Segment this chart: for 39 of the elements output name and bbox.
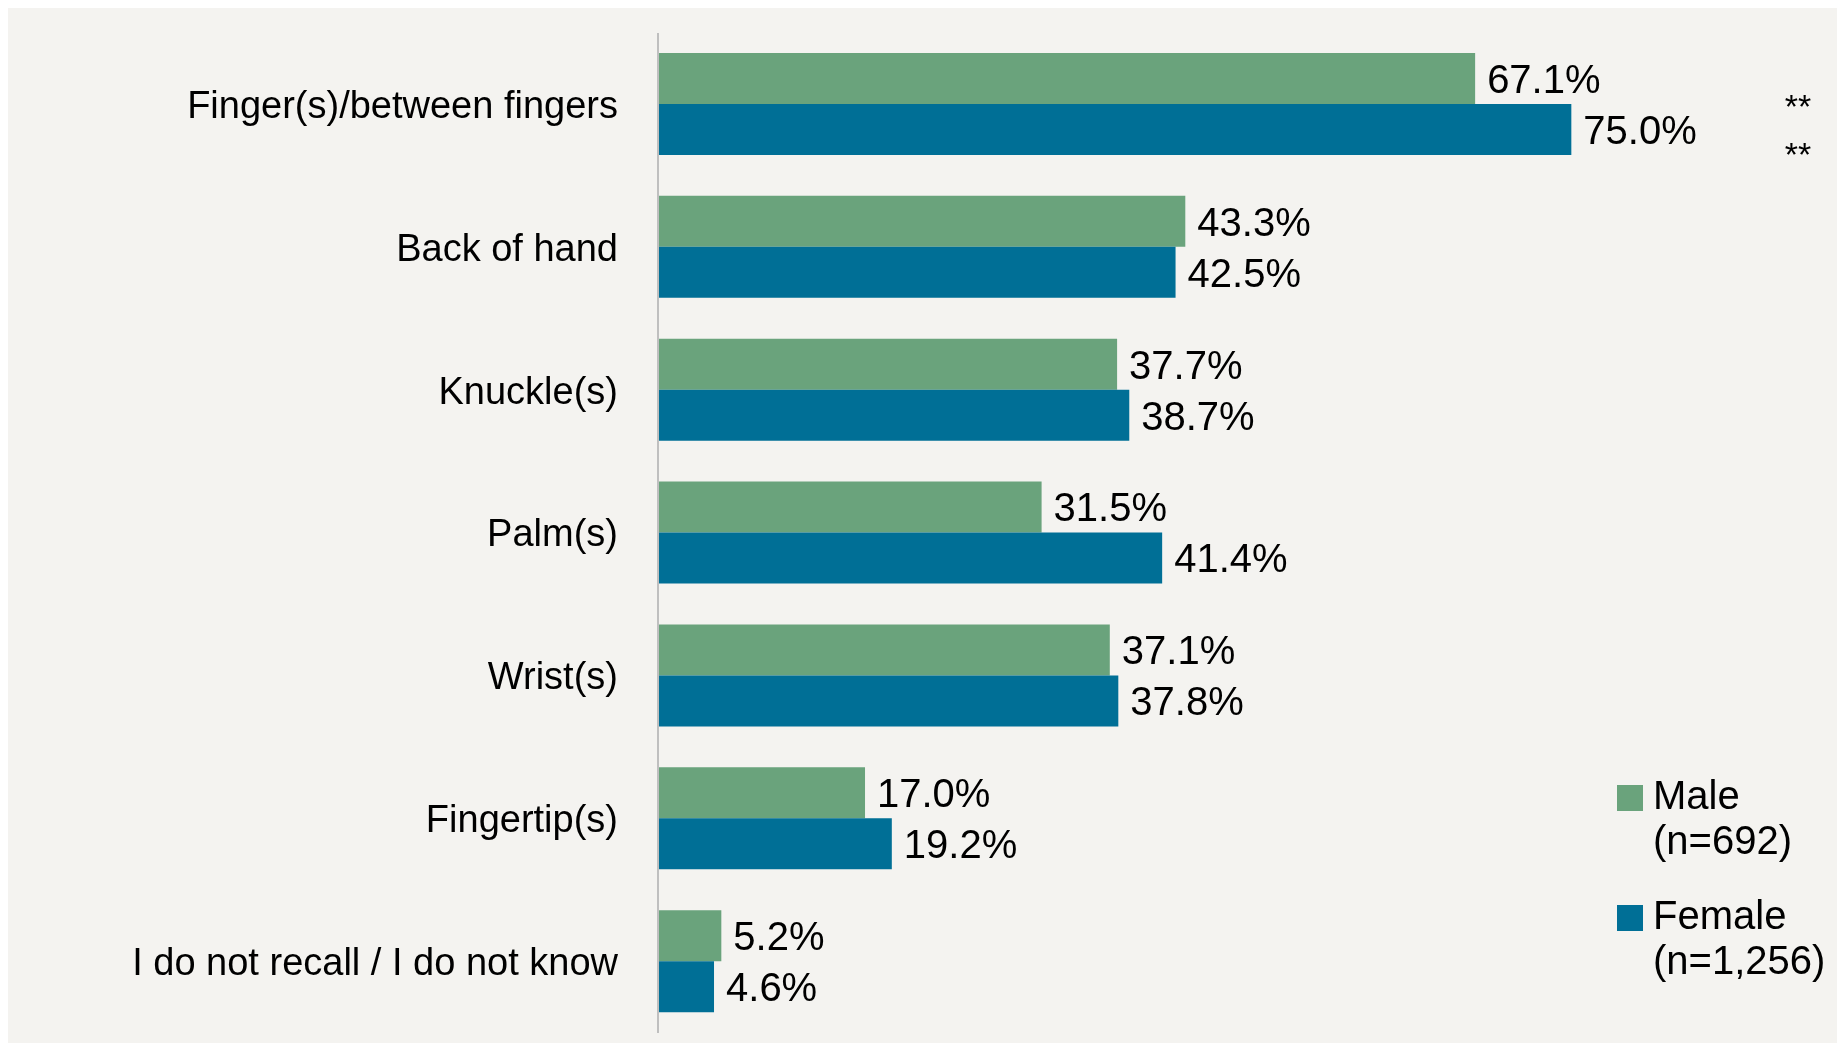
bar xyxy=(658,481,1042,533)
data-label: 37.8% xyxy=(1130,679,1244,724)
data-label: 38.7% xyxy=(1141,393,1255,438)
bar xyxy=(658,818,892,870)
data-label: 42.5% xyxy=(1187,250,1301,295)
y-tick-label: Palm(s) xyxy=(487,512,618,555)
data-label: 37.7% xyxy=(1129,342,1243,387)
data-label: 31.5% xyxy=(1053,485,1168,530)
y-tick-label: Finger(s)/between fingers xyxy=(187,83,618,126)
data-label: 41.4% xyxy=(1174,536,1288,581)
text: ** xyxy=(1784,135,1812,173)
y-tick-label: I do not recall / I do not know xyxy=(132,941,619,984)
bar xyxy=(658,767,866,819)
bar xyxy=(658,104,1572,155)
y-tick-label: Knuckle(s) xyxy=(438,369,618,412)
data-label: 37.1% xyxy=(1121,628,1236,673)
bar xyxy=(658,389,1130,441)
data-label: 75.0% xyxy=(1583,107,1697,152)
bar xyxy=(658,532,1163,584)
data-label: 67.1% xyxy=(1487,56,1601,101)
bar xyxy=(658,961,715,1013)
bar xyxy=(658,910,722,962)
legend-label: Female (n=1,256) xyxy=(1653,893,1826,983)
data-label: 19.2% xyxy=(903,822,1018,867)
bar xyxy=(658,53,1476,104)
data-label: 17.0% xyxy=(877,771,991,816)
y-tick-label: Wrist(s) xyxy=(487,655,618,698)
data-label: 43.3% xyxy=(1197,199,1311,244)
data-label: 5.2% xyxy=(733,914,825,959)
bar xyxy=(658,624,1110,676)
bar xyxy=(658,338,1118,390)
legend-label: Male (n=692) xyxy=(1653,773,1793,863)
y-tick-label: Fingertip(s) xyxy=(425,798,618,841)
bar xyxy=(658,675,1119,727)
bar xyxy=(658,195,1186,247)
text: ** xyxy=(1784,87,1812,125)
data-label: 4.6% xyxy=(726,965,818,1010)
y-tick-label: Back of hand xyxy=(396,226,618,269)
bar xyxy=(658,246,1176,298)
